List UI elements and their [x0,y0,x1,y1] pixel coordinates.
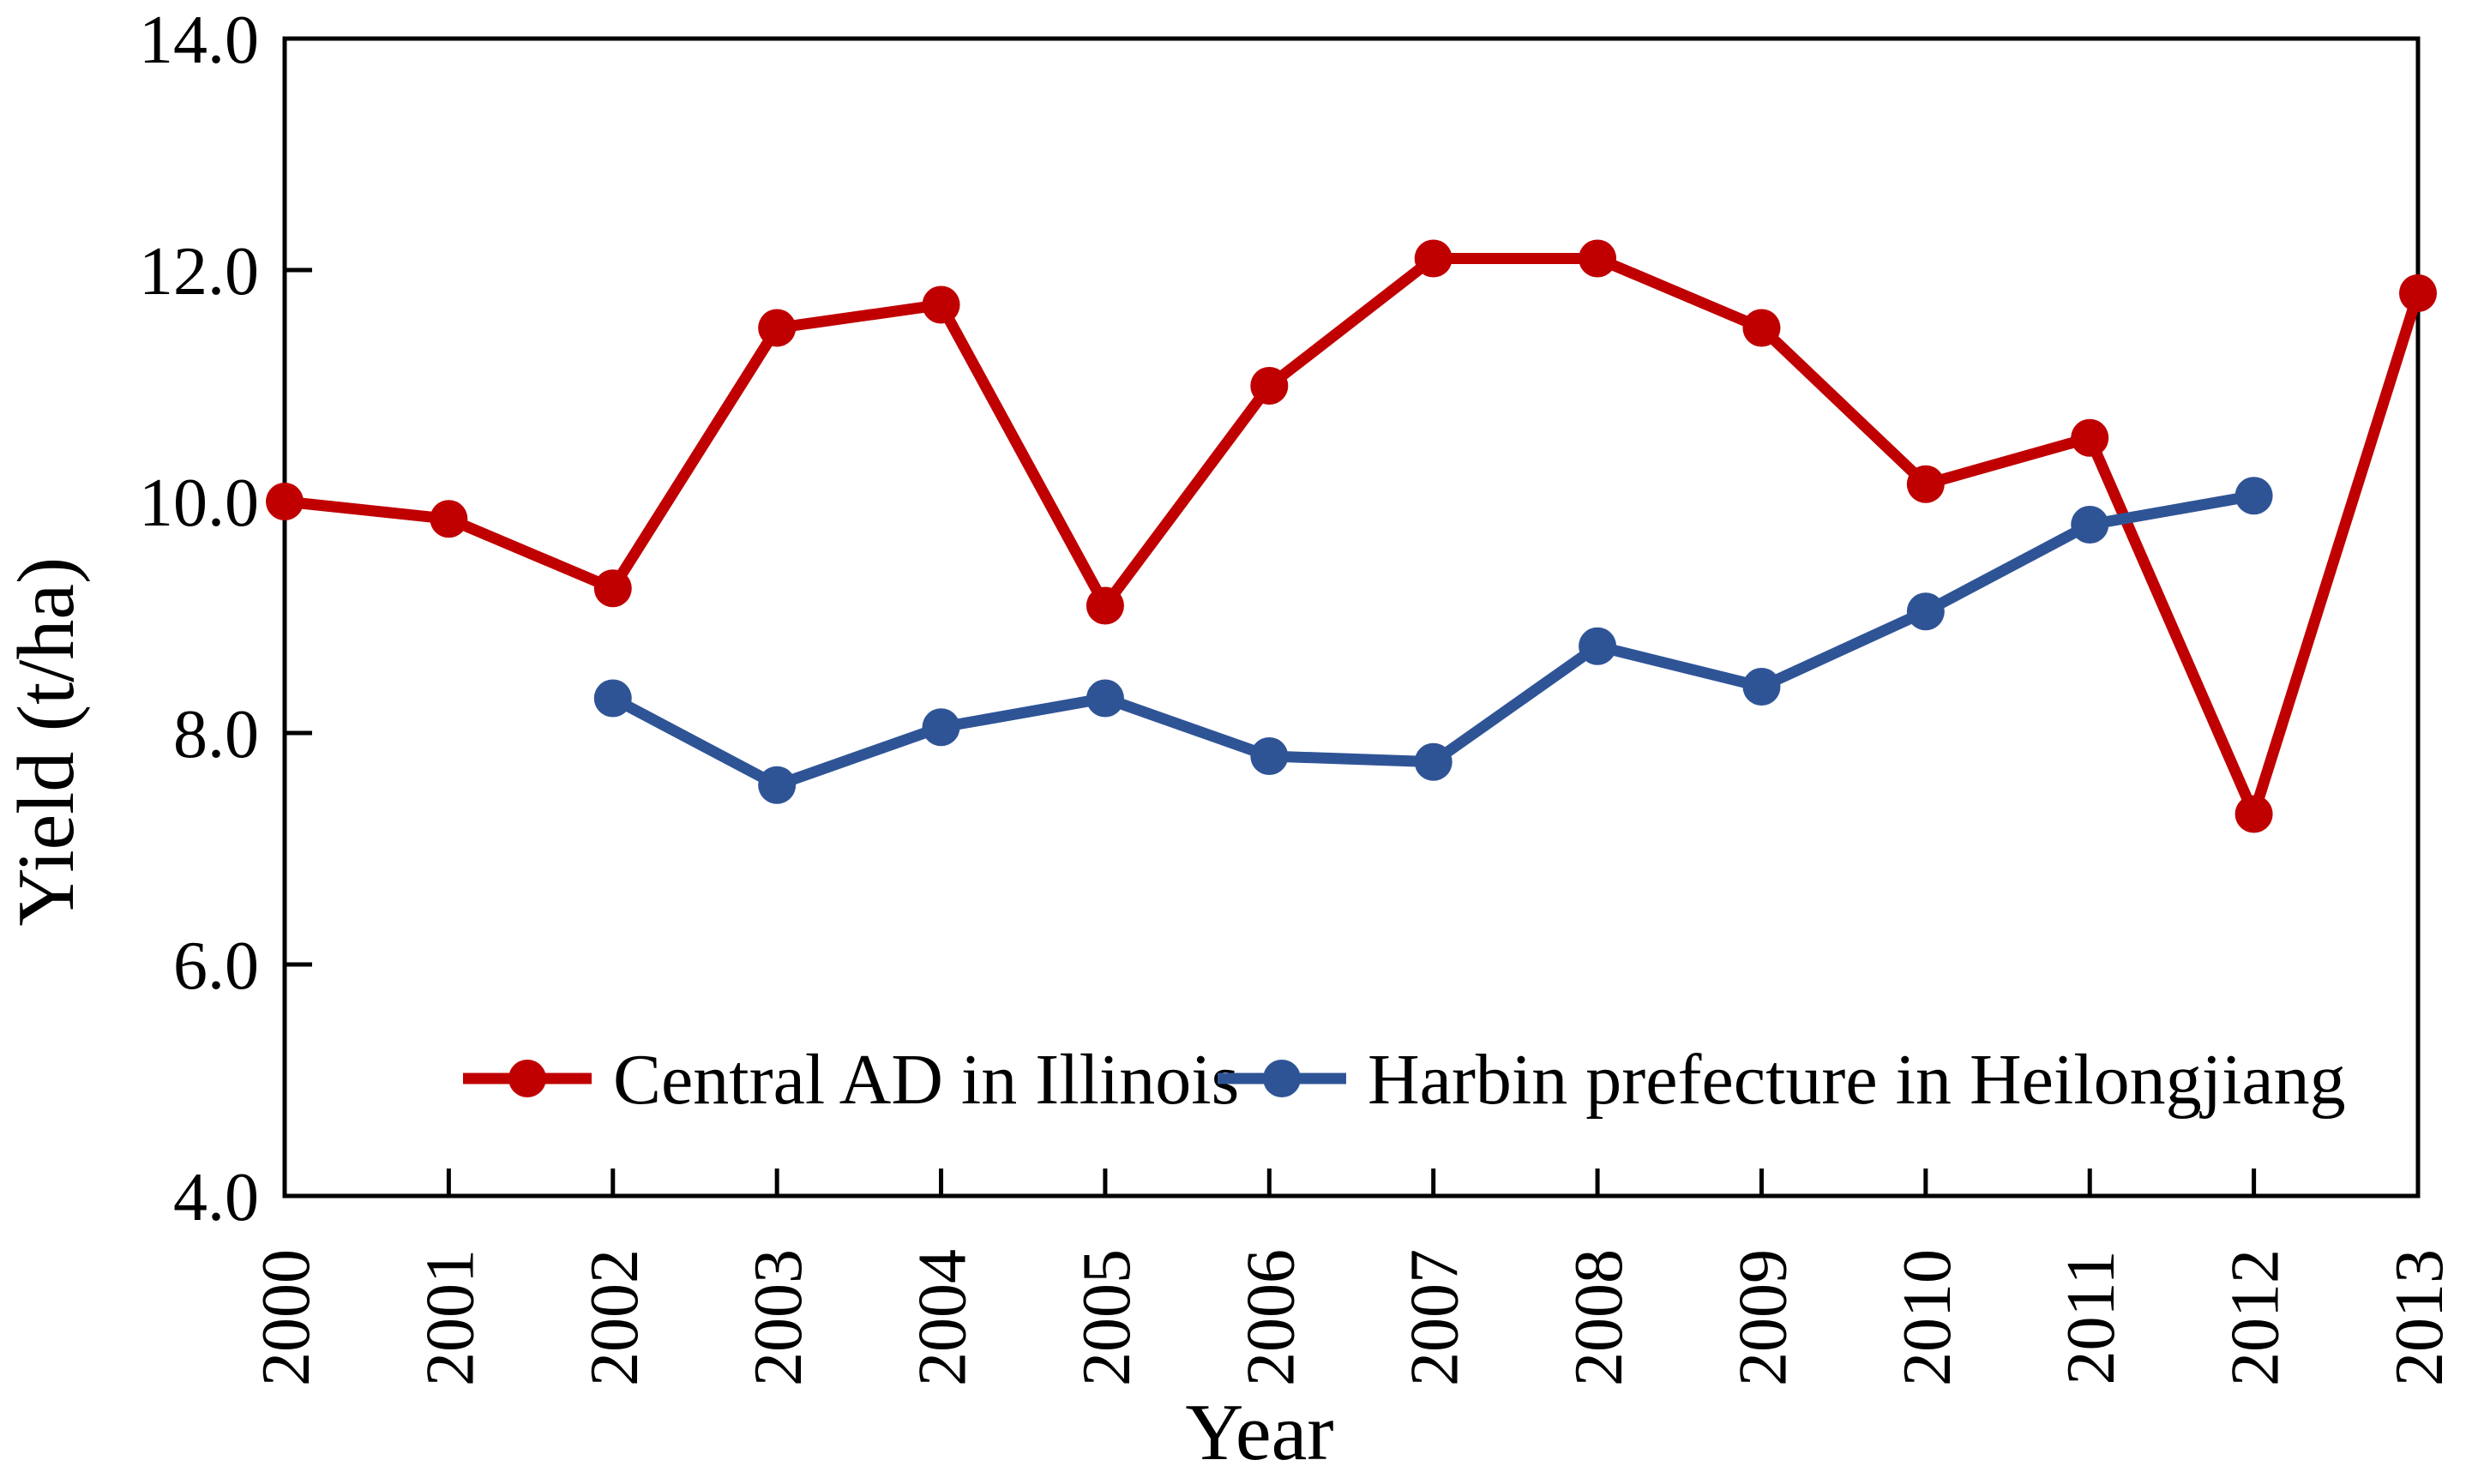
x-tick-label: 2000 [249,1249,324,1386]
x-tick-label: 2005 [1069,1249,1145,1386]
y-tick-label: 8.0 [173,697,259,772]
x-tick-label: 2013 [2382,1249,2457,1386]
x-tick-label: 2002 [577,1249,653,1386]
x-tick-label: 2006 [1233,1249,1308,1386]
y-tick-label: 4.0 [173,1160,259,1235]
data-point-marker [1086,586,1124,625]
y-tick-label: 10.0 [139,466,259,541]
y-tick-label: 14.0 [139,3,259,78]
x-axis-ticks [282,1169,2421,1196]
data-point-marker [2071,506,2109,544]
data-point-marker [922,285,960,324]
legend-label: Harbin prefecture in Heilongjiang [1368,1040,2346,1120]
x-tick-label: 2004 [905,1249,981,1386]
chart-legend: Central AD in Illinois Harbin prefecture … [463,1040,2346,1120]
data-point-marker [593,679,632,718]
x-axis-tick-labels: 2000 2001 2002 2003 2004 2005 2006 2007 2008 2009… [249,1249,2457,1386]
y-axis-ticks [285,267,312,967]
data-point-marker [758,766,797,804]
data-point-marker [1579,239,1617,278]
data-point-marker [2234,795,2273,833]
data-point-marker [1906,465,1945,503]
data-point-marker [2399,274,2437,312]
series-harbin-prefecture-in-heilongjiang [593,477,2273,804]
data-point-marker [1414,742,1453,781]
x-tick-label: 2007 [1398,1249,1473,1386]
data-point-marker [1742,668,1781,706]
legend-item: Central AD in Illinois [463,1040,1239,1120]
data-point-marker [1086,679,1124,718]
x-tick-label: 2008 [1561,1249,1637,1386]
y-tick-label: 6.0 [173,928,259,1004]
legend-label: Central AD in Illinois [613,1040,1239,1120]
data-point-marker [266,483,304,520]
data-series [266,239,2437,833]
x-tick-label: 2009 [1725,1249,1801,1386]
series-central-ad-in-illinois [266,239,2437,833]
legend-item: Harbin prefecture in Heilongjiang [1218,1040,2346,1120]
x-tick-label: 2011 [2054,1250,2129,1385]
data-point-marker [1250,737,1289,775]
data-point-marker [1579,627,1617,665]
x-tick-label: 2001 [412,1249,488,1386]
data-point-marker [2071,418,2109,457]
data-point-marker [1906,592,1945,631]
data-point-marker [758,309,797,347]
y-tick-label: 12.0 [139,234,259,309]
series-line [610,490,2255,791]
x-tick-label: 2003 [741,1249,816,1386]
x-tick-label: 2012 [2218,1249,2294,1386]
data-point-marker [922,708,960,747]
data-point-marker [1414,239,1453,278]
data-point-marker [430,500,468,538]
y-axis-title: Yield (t/ha) [2,557,91,927]
legend-marker [1263,1060,1301,1097]
legend-marker [508,1060,546,1097]
data-point-marker [2234,477,2273,515]
plot-frame [282,36,2421,1199]
x-axis-title: Year [1185,1388,1333,1477]
data-point-marker [593,569,632,608]
series-line [284,253,2424,831]
data-point-marker [1742,309,1781,347]
y-axis-tick-labels: 4.0 6.0 8.0 10.0 12.0 14.0 [139,3,259,1235]
data-point-marker [1250,367,1289,405]
x-tick-label: 2010 [1890,1249,1965,1386]
